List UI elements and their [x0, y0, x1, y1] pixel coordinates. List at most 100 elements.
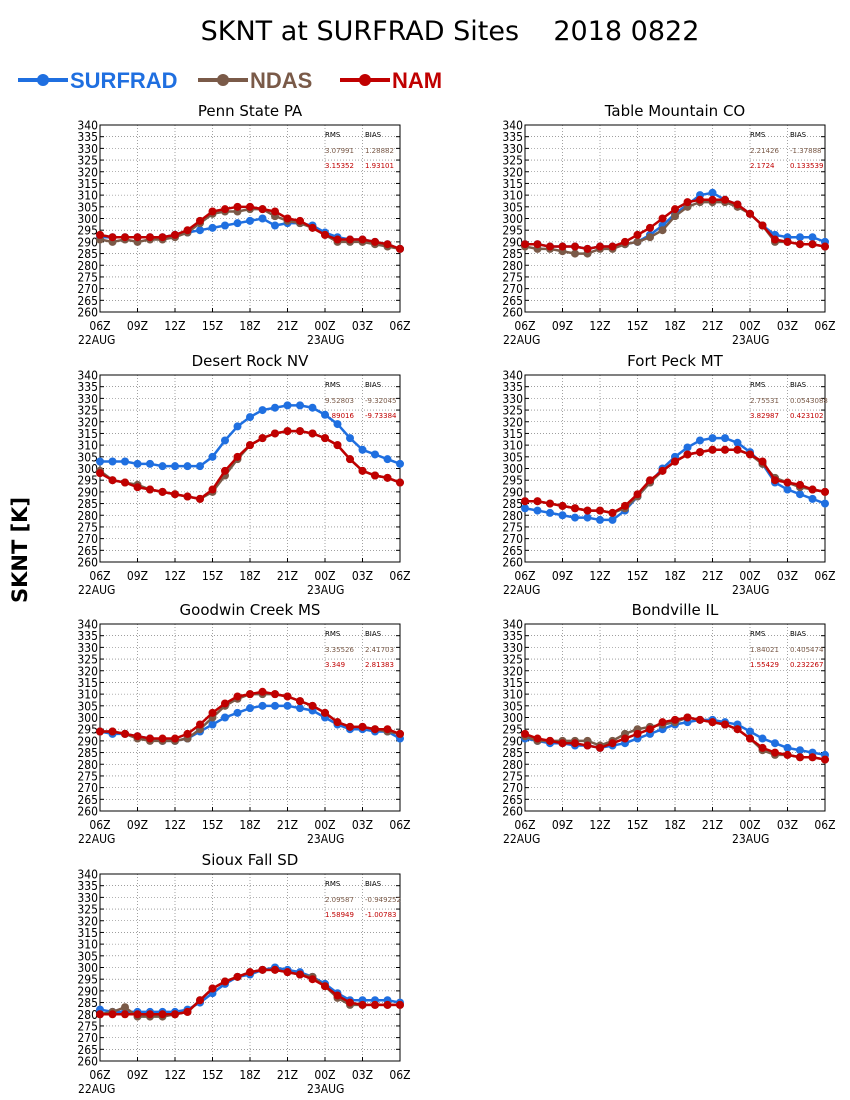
series-line	[100, 690, 401, 740]
data-point	[246, 216, 254, 225]
y-tick-label: 280	[502, 509, 523, 523]
data-point	[233, 452, 242, 461]
x-tick-label: 12Z	[589, 319, 610, 333]
data-point	[783, 743, 792, 752]
data-point	[771, 748, 779, 757]
data-point	[596, 743, 604, 752]
x-tick-label: 06Z	[89, 818, 110, 832]
series-nam	[96, 202, 404, 253]
y-tick-label: 320	[502, 664, 523, 678]
data-point	[121, 478, 129, 487]
data-point	[671, 212, 679, 221]
stats-ndas-bias: 2.41703	[365, 646, 394, 654]
y-tick-label: 340	[77, 119, 98, 133]
data-point	[358, 722, 367, 731]
panel-title: Penn State PA	[198, 102, 303, 120]
data-point	[358, 235, 367, 244]
data-point	[396, 729, 404, 738]
y-tick-label: 295	[77, 973, 98, 987]
x-tick-label: 06Z	[814, 569, 835, 583]
y-tick-label: 295	[77, 723, 98, 737]
legend-item-ndas: NDAS	[198, 68, 312, 93]
data-point	[733, 200, 742, 209]
data-point	[233, 202, 242, 211]
data-point	[521, 504, 529, 513]
x-tick-label: 06Z	[389, 569, 410, 583]
stats-bias-header: BIAS	[365, 381, 382, 389]
x-tick-label: 21Z	[277, 818, 298, 832]
stats-ndas-bias: -9.32045	[365, 397, 396, 405]
y-tick-label: 260	[502, 805, 523, 819]
x-date-label: 22AUG	[503, 333, 540, 347]
legend-item-surfrad: SURFRAD	[18, 68, 178, 93]
x-tick-label: 18Z	[664, 319, 685, 333]
y-tick-label: 305	[77, 450, 98, 464]
stats-rms-header: RMS	[750, 131, 766, 139]
data-point	[796, 240, 804, 249]
y-tick-label: 305	[77, 699, 98, 713]
data-point	[108, 233, 117, 242]
stats-bias-header: BIAS	[365, 630, 382, 638]
grid	[525, 624, 825, 811]
legend: SURFRAD NDAS NAM	[18, 68, 442, 93]
y-tick-label: 265	[502, 793, 523, 807]
data-point	[658, 466, 667, 475]
data-point	[596, 242, 604, 251]
data-point	[283, 692, 292, 701]
x-tick-label: 09Z	[127, 1068, 148, 1082]
x-tick-label: 09Z	[127, 319, 148, 333]
data-point	[808, 233, 817, 242]
panel-goodwin-creek-ms: Goodwin Creek MS 260265270275280285290295…	[77, 601, 410, 846]
x-tick-label: 03Z	[352, 1068, 373, 1082]
data-point	[596, 506, 604, 515]
data-point	[608, 515, 617, 524]
legend-label: NDAS	[250, 68, 312, 93]
y-tick-label: 275	[77, 520, 98, 534]
data-point	[221, 205, 229, 214]
data-point	[571, 739, 579, 748]
data-point	[583, 741, 592, 750]
x-tick-label: 06Z	[814, 319, 835, 333]
data-point	[333, 718, 342, 727]
data-point	[208, 223, 217, 232]
y-tick-label: 315	[502, 676, 523, 690]
x-tick-label: 18Z	[239, 818, 260, 832]
data-point	[533, 734, 542, 743]
y-tick-label: 270	[77, 532, 98, 546]
data-point	[196, 494, 204, 503]
x-tick-label: 09Z	[127, 818, 148, 832]
data-point	[683, 450, 692, 459]
data-point	[208, 984, 217, 993]
data-point	[796, 480, 804, 489]
data-point	[771, 476, 779, 485]
data-point	[396, 1000, 404, 1009]
data-point	[396, 244, 404, 253]
data-point	[533, 506, 542, 515]
y-tick-label: 295	[502, 224, 523, 238]
y-tick-label: 330	[77, 891, 98, 905]
data-point	[258, 434, 267, 443]
data-point	[771, 739, 779, 748]
data-point	[121, 1003, 129, 1012]
y-tick-label: 275	[502, 270, 523, 284]
data-point	[183, 729, 192, 738]
data-point	[133, 483, 142, 492]
y-tick-label: 295	[77, 224, 98, 238]
data-point	[321, 708, 329, 717]
y-tick-label: 300	[502, 212, 523, 226]
y-tick-label: 300	[77, 462, 98, 476]
y-tick-label: 340	[502, 618, 523, 632]
stats-rms-header: RMS	[325, 630, 341, 638]
data-point	[358, 466, 367, 475]
data-point	[258, 406, 267, 415]
x-date-label: 23AUG	[307, 333, 344, 347]
data-point	[283, 401, 292, 410]
x-date-label: 22AUG	[78, 1082, 115, 1096]
data-point	[683, 443, 692, 452]
data-point	[96, 469, 104, 478]
data-point	[158, 487, 167, 496]
y-tick-label: 280	[502, 758, 523, 772]
y-tick-label: 340	[77, 618, 98, 632]
data-point	[233, 219, 242, 228]
